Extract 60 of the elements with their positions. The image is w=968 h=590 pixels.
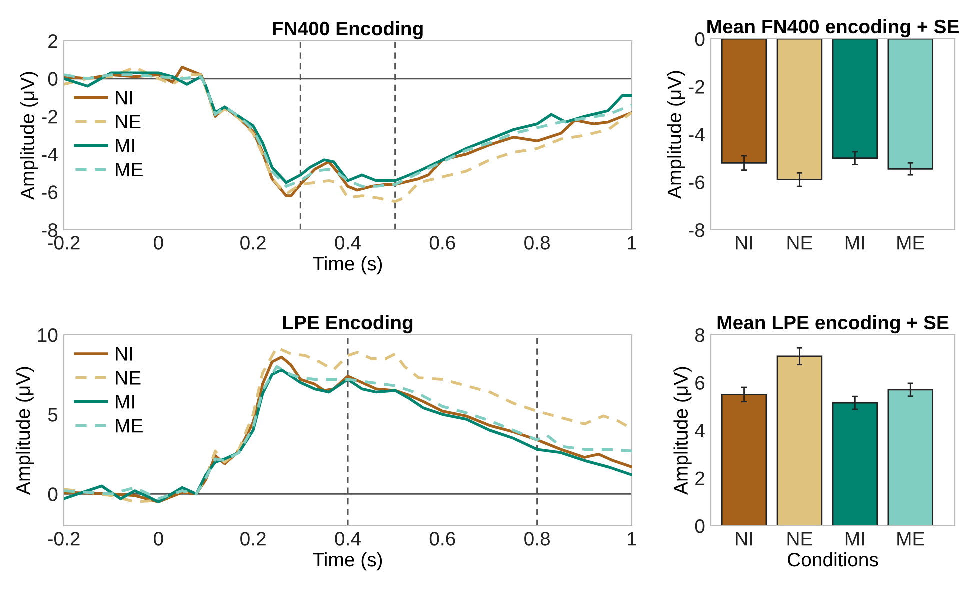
chart-title: Mean LPE encoding + SE	[718, 315, 949, 334]
y-tick-label: -4	[42, 148, 58, 162]
chart-title: Mean FN400 encoding + SE	[708, 19, 959, 38]
x-tick-label: ME	[898, 532, 924, 546]
x-tick-label: 0	[154, 236, 164, 250]
x-tick-label: 0.6	[430, 236, 456, 250]
y-tick-label: -2	[689, 80, 704, 94]
y-tick-label: -8	[42, 223, 58, 238]
x-tick-label: NI	[736, 532, 752, 546]
x-tick-label: 1	[628, 532, 636, 546]
y-tick-label: 6	[696, 376, 705, 390]
x-tick-label: 0.8	[524, 236, 550, 250]
y-tick-label: 10	[38, 328, 58, 342]
y-tick-label: 8	[695, 328, 705, 342]
legend-label: ME	[116, 419, 143, 433]
x-tick-label: 0.4	[335, 236, 361, 250]
y-tick-label: 0	[48, 72, 58, 86]
y-tick-label: -8	[689, 223, 705, 238]
legend-label: NI	[116, 347, 132, 361]
x-tick-label: 0.4	[335, 532, 361, 546]
y-tick-label: -6	[689, 176, 705, 190]
y-axis-title: Amplitude (μV)	[667, 71, 686, 199]
legend-label: ME	[116, 163, 143, 176]
x-tick-label: NE	[788, 236, 812, 250]
x-tick-label: MI	[846, 532, 864, 546]
x-tick-label: 0.8	[524, 532, 550, 546]
y-tick-label: 4	[695, 424, 705, 438]
y-tick-label: 2	[48, 34, 58, 48]
x-tick-label: 0.6	[430, 532, 456, 546]
x-tick-label: 0.2	[240, 236, 266, 250]
x-tick-label: NI	[736, 236, 752, 250]
x-tick-label: 0	[154, 532, 164, 546]
y-tick-label: 0	[695, 519, 705, 534]
chart-title: LPE Encoding	[283, 315, 413, 334]
x-axis-title: Conditions	[788, 552, 878, 567]
x-axis-title: Time (s)	[313, 552, 382, 571]
legend-label: NE	[116, 115, 141, 129]
y-tick-label: 5	[48, 408, 58, 422]
x-tick-label: MI	[846, 236, 864, 250]
x-tick-label: -0.2	[48, 236, 80, 250]
y-tick-label: -4	[689, 128, 705, 142]
x-tick-label: NE	[788, 532, 812, 546]
legend-label: NE	[116, 371, 141, 385]
y-tick-label: -2	[42, 110, 58, 124]
y-tick-label: -6	[42, 186, 58, 200]
y-tick-label: 2	[696, 472, 704, 486]
x-tick-label: 1	[628, 236, 636, 250]
legend-label: MI	[116, 395, 134, 409]
y-tick-label: 0	[48, 488, 58, 502]
legend-label: NI	[116, 91, 132, 105]
x-tick-label: -0.2	[48, 532, 80, 546]
x-tick-label: ME	[898, 236, 924, 250]
y-axis-title: Amplitude (μV)	[20, 72, 38, 200]
chart-title: FN400 Encoding	[273, 21, 423, 40]
x-axis-title: Time (s)	[313, 256, 382, 275]
y-axis-title: Amplitude (μV)	[674, 367, 692, 495]
y-axis-title: Amplitude (μV)	[16, 367, 34, 495]
legend-label: MI	[116, 139, 134, 153]
x-tick-label: 0.2	[240, 532, 266, 546]
y-tick-label: 0	[695, 32, 705, 46]
